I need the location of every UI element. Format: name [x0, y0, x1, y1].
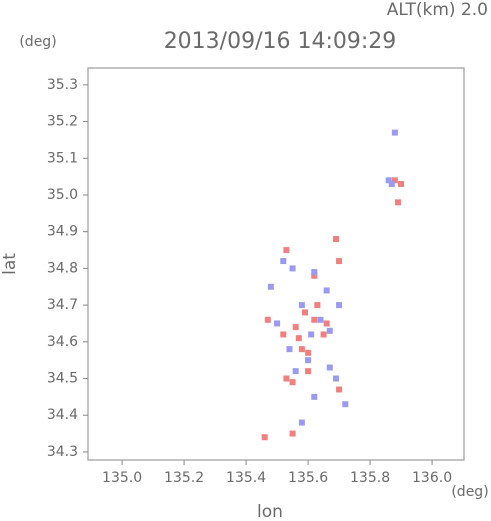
- y-tick-label: 34.6: [47, 334, 78, 350]
- y-tick-label: 34.8: [47, 260, 78, 276]
- data-point: [332, 236, 339, 243]
- y-tick-label: 34.3: [47, 444, 78, 460]
- data-point: [394, 199, 401, 206]
- y-tick-label: 35.3: [47, 77, 78, 93]
- data-point: [317, 316, 324, 323]
- data-point: [342, 401, 349, 408]
- data-point: [286, 346, 293, 353]
- y-tick-label: 35.2: [47, 114, 78, 130]
- y-unit: (deg): [19, 34, 56, 50]
- data-point: [289, 430, 296, 437]
- data-point: [336, 258, 343, 265]
- data-point: [292, 324, 299, 331]
- data-point: [267, 283, 274, 290]
- data-point: [332, 375, 339, 382]
- data-point: [283, 375, 290, 382]
- data-point: [336, 386, 343, 393]
- y-tick-label: 34.9: [47, 224, 78, 240]
- x-tick-label: 135.2: [164, 470, 204, 486]
- data-point: [295, 335, 302, 342]
- y-axis-label: lat: [0, 253, 20, 275]
- data-point: [283, 247, 290, 254]
- data-point: [336, 302, 343, 309]
- data-point: [305, 349, 312, 356]
- data-point: [298, 346, 305, 353]
- data-point: [314, 302, 321, 309]
- data-point: [326, 364, 333, 371]
- data-point: [311, 316, 318, 323]
- data-point: [391, 177, 398, 184]
- data-point: [311, 393, 318, 400]
- data-point: [301, 309, 308, 316]
- data-point: [391, 129, 398, 136]
- data-point: [388, 180, 395, 187]
- y-tick-label: 35.1: [47, 150, 78, 166]
- data-point: [261, 434, 268, 441]
- plot-frame: [87, 67, 465, 461]
- x-axis-label: lon: [257, 502, 283, 521]
- data-point: [323, 320, 330, 327]
- x-tick-label: 135.0: [102, 470, 142, 486]
- y-tick-label: 34.7: [47, 297, 78, 313]
- data-point: [280, 258, 287, 265]
- data-point: [298, 302, 305, 309]
- subtitle: ALT(km) 2.0: [387, 0, 488, 20]
- x-tick-label: 136.0: [412, 470, 452, 486]
- data-point: [385, 177, 392, 184]
- data-point: [398, 180, 405, 187]
- x-tick-label: 135.6: [288, 470, 328, 486]
- x-tick-label: 135.4: [226, 470, 266, 486]
- data-point: [305, 368, 312, 375]
- data-point: [308, 331, 315, 338]
- x-tick-label: 135.8: [350, 470, 390, 486]
- data-point: [305, 357, 312, 364]
- data-point: [289, 379, 296, 386]
- data-point: [274, 320, 281, 327]
- data-point: [292, 368, 299, 375]
- data-point: [264, 316, 271, 323]
- x-unit: (deg): [451, 484, 488, 500]
- data-point: [298, 419, 305, 426]
- data-point: [311, 269, 318, 276]
- data-point: [289, 265, 296, 272]
- data-point: [320, 331, 327, 338]
- chart-title: 2013/09/16 14:09:29: [164, 29, 397, 54]
- data-point: [323, 287, 330, 294]
- data-point: [326, 327, 333, 334]
- y-tick-label: 35.0: [47, 187, 78, 203]
- y-tick-label: 34.4: [47, 407, 78, 423]
- y-tick-label: 34.5: [47, 371, 78, 387]
- data-point: [280, 331, 287, 338]
- data-point: [311, 272, 318, 279]
